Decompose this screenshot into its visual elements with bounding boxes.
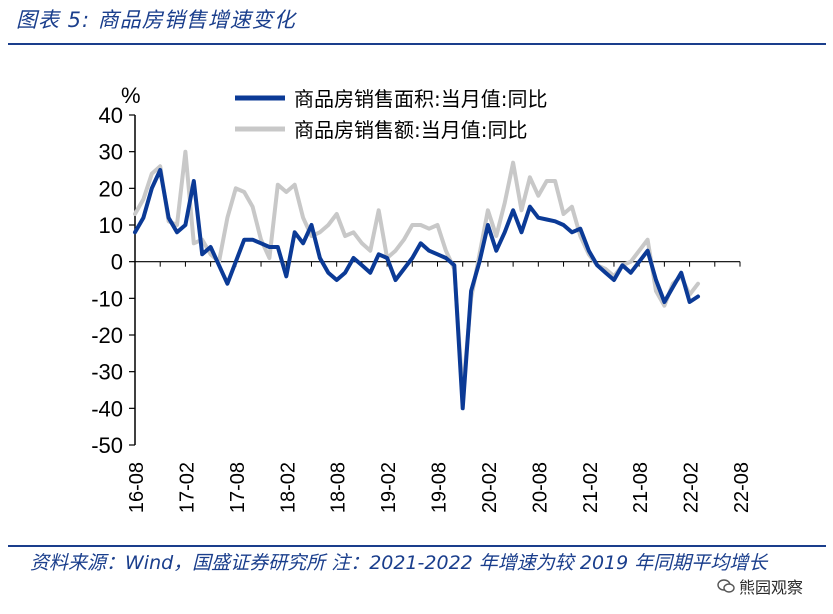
figure-title: 图表 5: 商品房销售增速变化 <box>16 8 296 32</box>
x-tick-label: 19-02 <box>378 462 400 513</box>
x-tick-label: 17-08 <box>227 462 249 513</box>
x-tick-label: 21-08 <box>630 462 652 513</box>
x-tick-label: 20-02 <box>479 462 501 513</box>
legend-label: 商品房销售额:当月值:同比 <box>294 118 527 142</box>
series-line-sales-area <box>133 168 700 411</box>
x-tick-label: 19-08 <box>429 462 451 513</box>
y-tick-label: -10 <box>91 286 123 311</box>
line-chart: 40 30 20 10 0 -10 -20 -30 -40 -50 16-08 17-02 17-08… <box>91 83 753 513</box>
y-tick-label: -20 <box>91 323 123 348</box>
x-tick-label: 17-02 <box>176 462 198 513</box>
y-tick-label: 20 <box>99 176 123 201</box>
y-axis-label: % <box>121 83 141 108</box>
watermark: 熊园观察 <box>714 574 805 598</box>
y-tick-label: 10 <box>99 213 123 238</box>
source-note: 资料来源：Wind，国盛证券研究所 注：2021-2022 年增速为较 2019… <box>30 552 768 574</box>
y-tick-label: 30 <box>99 140 123 165</box>
y-axis: 40 30 20 10 0 -10 -20 -30 -40 -50 <box>91 103 136 458</box>
x-axis: 16-08 17-02 17-08 18-02 18-08 19-02 19-08 20-02… <box>126 261 753 513</box>
series-line-sales-amount <box>133 149 700 396</box>
y-tick-label: -40 <box>91 396 123 421</box>
y-tick-label: -30 <box>91 360 123 385</box>
x-tick-label: 21-02 <box>580 462 602 513</box>
x-tick-label: 16-08 <box>126 462 148 513</box>
bottom-rule <box>8 545 826 547</box>
y-tick-label: 0 <box>111 250 123 275</box>
top-rule <box>8 43 826 45</box>
x-tick-label: 20-08 <box>529 462 551 513</box>
series-lines <box>133 149 700 411</box>
x-tick-label: 22-02 <box>681 462 703 513</box>
x-tick-label: 18-08 <box>328 462 350 513</box>
watermark-text: 熊园观察 <box>738 578 803 597</box>
y-tick-label: -50 <box>91 433 123 458</box>
x-tick-label: 22-08 <box>731 462 753 513</box>
x-tick-label: 18-02 <box>277 462 299 513</box>
y-tick-label: 40 <box>99 103 123 128</box>
legend-label: 商品房销售面积:当月值:同比 <box>294 87 547 111</box>
wechat-icon <box>717 579 735 593</box>
